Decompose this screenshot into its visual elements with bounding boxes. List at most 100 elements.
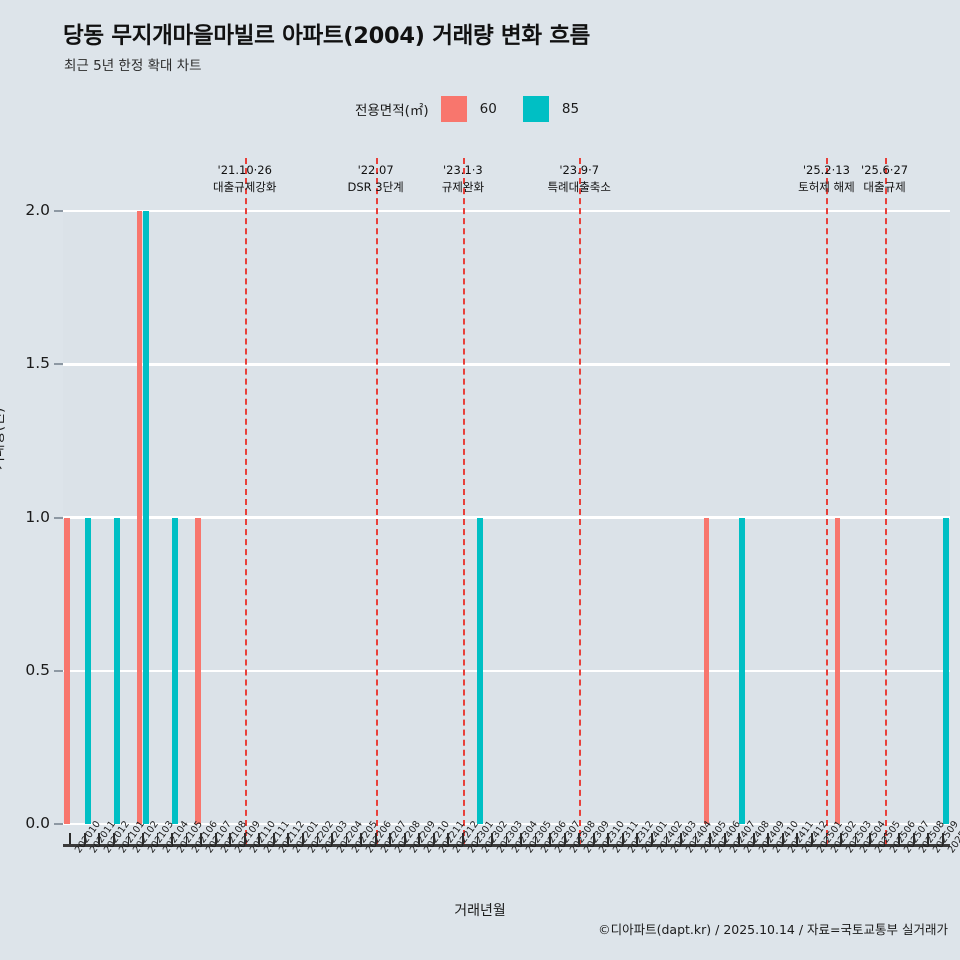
x-tick-mark xyxy=(258,833,261,844)
x-tick-mark xyxy=(781,833,784,844)
gridline xyxy=(63,209,950,213)
bar-60-202503 xyxy=(834,517,841,824)
x-tick-mark xyxy=(709,833,711,844)
annotation-line-202502 xyxy=(826,158,829,846)
x-tick-mark xyxy=(621,833,624,844)
legend-swatch-85 xyxy=(522,96,549,122)
x-tick-mark xyxy=(345,833,348,844)
annotation-text: 대출규제 xyxy=(863,179,906,194)
x-tick-mark xyxy=(461,833,464,844)
x-tick-mark xyxy=(578,833,581,844)
x-tick-mark xyxy=(912,833,915,844)
bar-60-202010 xyxy=(63,517,70,824)
annotation-date: '25.2·13 xyxy=(802,163,850,177)
bar-85-202011 xyxy=(84,517,91,824)
chart-subtitle: 최근 5년 한정 확대 차트 xyxy=(64,58,202,74)
annotation-line-202301 xyxy=(462,158,465,846)
legend-label-60: 60 xyxy=(479,101,497,117)
x-tick-mark xyxy=(636,833,639,844)
x-tick-mark xyxy=(694,833,697,844)
legend-item-85[interactable]: 85 xyxy=(522,96,580,122)
x-tick-mark xyxy=(534,833,537,844)
bar-60-202406 xyxy=(703,517,710,824)
y-tick-label: 0.0 xyxy=(25,814,50,832)
x-tick-mark xyxy=(156,833,159,844)
footer-credit: ©디아파트(dapt.kr) / 2025.10.14 / 자료=국토교통부 실… xyxy=(598,922,948,937)
x-tick-mark xyxy=(476,833,479,844)
legend-swatch-60 xyxy=(440,96,467,122)
y-tick-mark xyxy=(54,669,63,672)
annotation-line-202506 xyxy=(884,158,887,846)
bar-60-202103 xyxy=(136,211,143,824)
x-tick-mark xyxy=(869,833,871,844)
annotation-text: 토허제 해제 xyxy=(798,179,855,194)
x-tick-mark xyxy=(447,833,450,844)
gridline xyxy=(63,822,950,826)
bar-85-202408 xyxy=(739,517,745,824)
x-axis-title: 거래년월 xyxy=(454,903,506,919)
x-tick-mark xyxy=(592,833,595,844)
bar-85-202510 xyxy=(942,517,949,824)
bar-85-202105 xyxy=(172,517,178,824)
annotation-line-202110 xyxy=(244,158,247,846)
x-tick-mark xyxy=(229,833,232,844)
x-tick-mark xyxy=(69,833,72,844)
x-tick-mark xyxy=(214,833,217,844)
y-tick-label: 2.0 xyxy=(25,201,50,219)
x-tick-mark xyxy=(360,833,362,844)
y-tick-mark xyxy=(54,823,63,825)
x-tick-mark xyxy=(491,833,493,844)
x-tick-mark xyxy=(651,833,653,844)
bar-85-202302 xyxy=(477,517,484,824)
annotation-label-202110: '21.10·26 대출규제강화 xyxy=(213,162,276,195)
annotation-label-202301: '23.1·3 규제완화 xyxy=(442,162,484,195)
x-tick-mark xyxy=(738,833,741,844)
legend-item-60[interactable]: 60 xyxy=(440,96,497,122)
x-tick-mark xyxy=(243,833,246,844)
x-tick-mark xyxy=(723,833,726,844)
x-tick-mark xyxy=(665,833,668,844)
x-tick-mark xyxy=(272,833,275,844)
annotation-date: '23.9·7 xyxy=(559,163,600,177)
x-tick-mark xyxy=(680,833,682,844)
x-tick-mark xyxy=(825,833,828,844)
x-tick-mark xyxy=(185,833,188,844)
x-tick-mark xyxy=(607,833,610,844)
bar-85-202103 xyxy=(142,211,149,824)
annotation-text: 특례대출축소 xyxy=(547,179,611,194)
x-tick-mark xyxy=(142,833,144,844)
legend-title: 전용면적(㎡) xyxy=(354,103,429,119)
x-tick-mark xyxy=(331,833,333,844)
annotation-text: 규제완화 xyxy=(441,179,485,194)
annotation-text: DSR 3단계 xyxy=(347,179,404,194)
annotation-label-202207: '22.07 DSR 3단계 xyxy=(347,162,403,195)
gridline xyxy=(63,363,950,366)
x-tick-mark xyxy=(112,833,115,844)
x-tick-mark xyxy=(374,833,377,844)
annotation-date: '25.6·27 xyxy=(861,163,909,177)
annotation-date: '23.1·3 xyxy=(442,163,483,177)
annotation-date: '22.07 xyxy=(357,163,394,177)
x-tick-mark xyxy=(432,833,435,844)
x-tick-mark xyxy=(505,833,508,844)
plot-area xyxy=(63,158,950,846)
annotation-date: '21.10·26 xyxy=(217,163,272,177)
x-tick-mark xyxy=(840,833,842,844)
x-tick-mark xyxy=(83,833,86,844)
x-tick-mark xyxy=(389,833,392,844)
x-tick-mark xyxy=(302,833,304,844)
x-tick-mark xyxy=(752,833,755,844)
x-tick-mark xyxy=(418,833,421,844)
annotation-text: 대출규제강화 xyxy=(213,179,277,194)
page-title: 당동 무지개마을마빌르 아파트(2004) 거래량 변화 흐름 xyxy=(63,23,591,49)
x-tick-mark xyxy=(883,833,886,844)
legend-label-85: 85 xyxy=(561,101,580,117)
annotation-line-202309 xyxy=(579,158,582,846)
x-tick-mark xyxy=(927,833,930,844)
x-axis-line xyxy=(63,844,950,847)
annotation-line-202207 xyxy=(375,158,378,846)
x-tick-mark xyxy=(767,833,770,844)
annotation-label-202502: '25.2·13 토허제 해제 xyxy=(798,162,855,195)
annotation-label-202309: '23.9·7 특례대출축소 xyxy=(547,162,610,195)
